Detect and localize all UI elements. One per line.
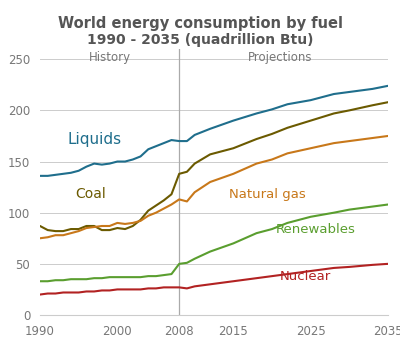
Text: Projections: Projections <box>248 51 312 64</box>
Text: Coal: Coal <box>75 187 106 201</box>
Text: 1990 - 2035 (quadrillion Btu): 1990 - 2035 (quadrillion Btu) <box>87 33 313 47</box>
Text: History: History <box>88 51 131 64</box>
Text: Nuclear: Nuclear <box>280 270 331 282</box>
Text: Liquids: Liquids <box>67 132 121 147</box>
Text: World energy consumption by fuel: World energy consumption by fuel <box>58 16 342 31</box>
Text: Natural gas: Natural gas <box>230 188 306 201</box>
Text: Renewables: Renewables <box>276 223 356 236</box>
